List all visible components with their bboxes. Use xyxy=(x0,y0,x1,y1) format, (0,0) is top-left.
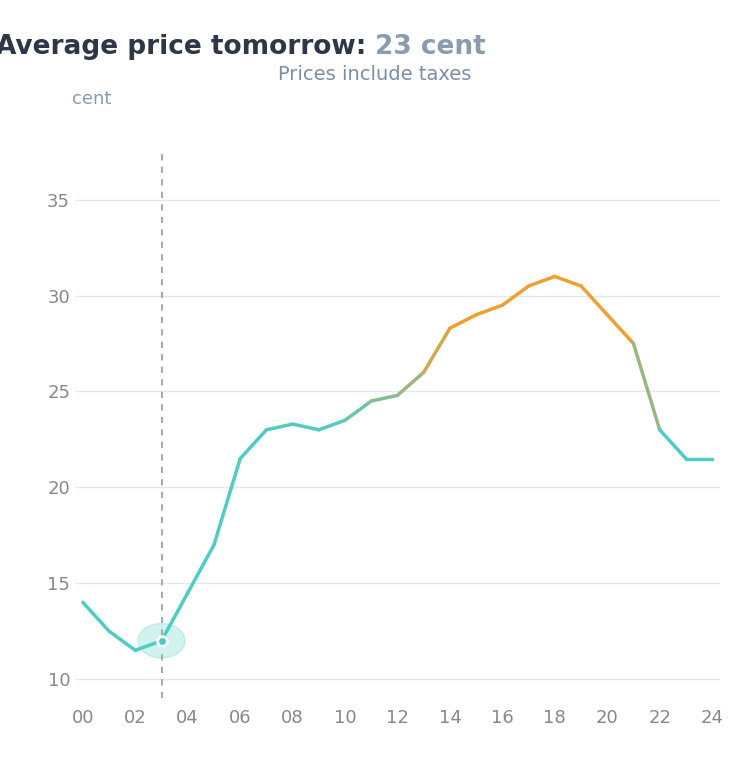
Text: Prices include taxes: Prices include taxes xyxy=(278,65,472,83)
Text: cent: cent xyxy=(72,90,111,108)
Circle shape xyxy=(138,623,185,658)
Text: 23 cent: 23 cent xyxy=(375,34,486,60)
Text: Average price tomorrow:: Average price tomorrow: xyxy=(0,34,375,60)
